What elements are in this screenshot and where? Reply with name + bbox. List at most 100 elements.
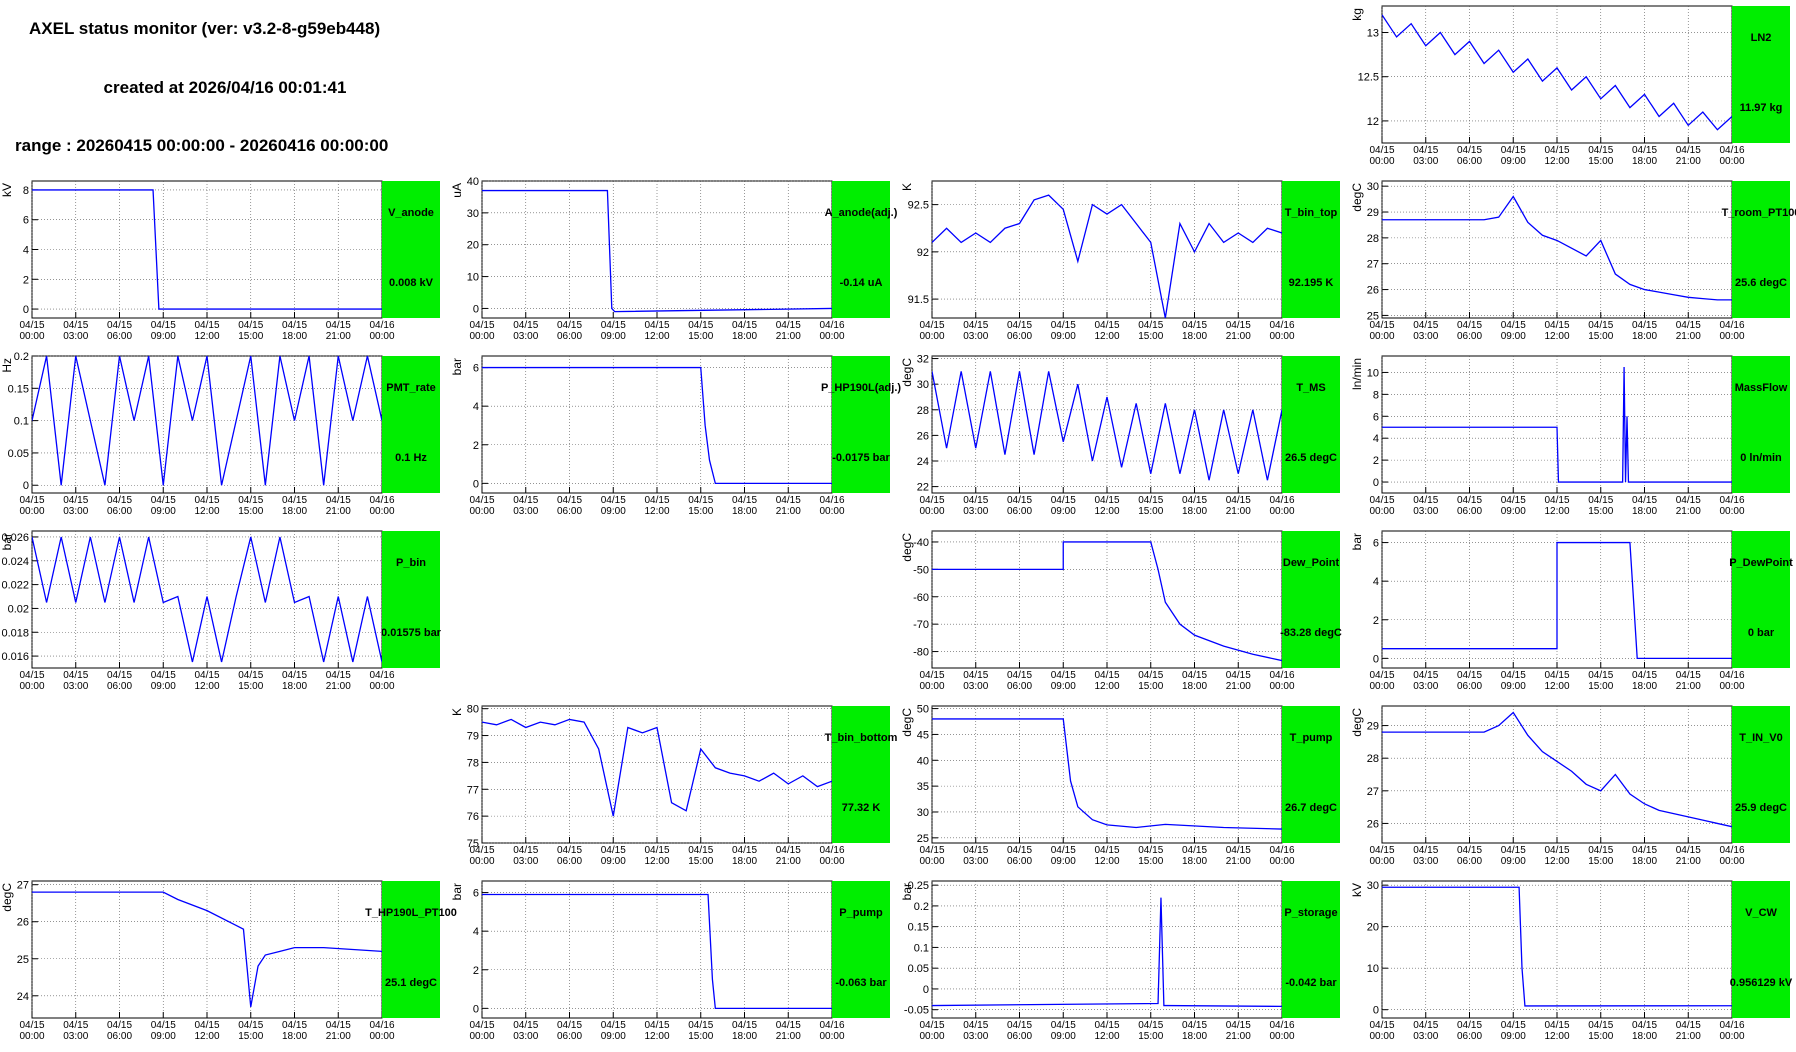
x-tick-label: 04/15 21:00 [1226, 495, 1251, 517]
y-tick-label: 24 [17, 991, 29, 1003]
panel: -0.05 0 0.05 0.1 0.15 0.2 0.25 04/15 00:00 04/15 0… [900, 880, 1340, 1042]
x-tick-label: 04/15 09:00 [601, 495, 626, 517]
data-line [1382, 711, 1732, 828]
y-tick-label: 92.5 [908, 200, 929, 212]
x-tick-label: 04/15 06:00 [557, 1020, 582, 1042]
x-tick-label: 04/15 06:00 [557, 320, 582, 342]
x-tick-label: 04/15 06:00 [1457, 145, 1482, 167]
x-tick-label: 04/15 12:00 [1094, 320, 1119, 342]
status-name: LN2 [1751, 32, 1772, 44]
y-tick-label: 0.15 [8, 383, 29, 395]
x-tick-label: 04/15 12:00 [1094, 1020, 1119, 1042]
x-tick-label: 04/15 00:00 [469, 1020, 494, 1042]
plot-frame [1381, 880, 1733, 1019]
x-tick-label: 04/15 00:00 [19, 1020, 44, 1042]
data-line [932, 371, 1282, 481]
x-tick-label: 04/15 00:00 [919, 845, 944, 867]
x-tick-label: 04/15 12:00 [1094, 845, 1119, 867]
plot-frame [481, 180, 833, 319]
y-axis-unit: Hz [0, 358, 14, 373]
status-name: PMT_rate [386, 382, 436, 394]
plot-frame [1381, 705, 1733, 844]
y-tick-label: 29 [1367, 207, 1379, 219]
time-range: range : 20260415 00:00:00 - 20260416 00:… [15, 136, 388, 155]
y-tick-label: 0 [1373, 653, 1379, 665]
status-box [1732, 706, 1790, 843]
y-tick-label: 2 [23, 274, 29, 286]
x-tick-label: 04/16 00:00 [369, 320, 394, 342]
panel: 0 2 4 6 8 10 04/15 00:00 04/15 03:00 04/15 06:00 04/… [1350, 355, 1790, 517]
x-tick-label: 04/15 00:00 [1369, 670, 1394, 692]
status-value: -0.14 uA [840, 277, 883, 289]
status-name: V_anode [388, 207, 434, 219]
x-tick-label: 04/15 06:00 [107, 1020, 132, 1042]
x-tick-label: 04/15 18:00 [732, 320, 757, 342]
y-tick-label: 50 [917, 704, 929, 716]
x-tick-label: 04/15 18:00 [1632, 145, 1657, 167]
x-tick-label: 04/15 15:00 [1588, 670, 1613, 692]
x-tick-label: 04/16 00:00 [369, 1020, 394, 1042]
y-tick-label: 25 [917, 833, 929, 845]
data-line [932, 541, 1282, 662]
y-tick-label: 25 [1367, 310, 1379, 322]
x-tick-label: 04/15 03:00 [1413, 320, 1438, 342]
x-tick-label: 04/15 09:00 [1501, 845, 1526, 867]
y-tick-label: 0 [473, 303, 479, 315]
x-tick-label: 04/15 06:00 [107, 495, 132, 517]
x-tick-label: 04/15 12:00 [644, 495, 669, 517]
y-tick-label: 0.25 [908, 880, 929, 892]
x-tick-label: 04/15 09:00 [151, 495, 176, 517]
x-tick-label: 04/15 21:00 [326, 495, 351, 517]
y-tick-label: 4 [473, 926, 479, 938]
y-tick-label: 80 [467, 704, 479, 716]
x-tick-label: 04/15 03:00 [1413, 495, 1438, 517]
status-box [1732, 531, 1790, 668]
x-tick-label: 04/16 00:00 [819, 1020, 844, 1042]
y-tick-label: 35 [917, 781, 929, 793]
x-tick-label: 04/15 00:00 [1369, 320, 1394, 342]
x-tick-label: 04/16 00:00 [1719, 1020, 1744, 1042]
x-tick-label: 04/15 12:00 [194, 495, 219, 517]
x-tick-label: 04/15 21:00 [1226, 845, 1251, 867]
status-box [832, 356, 890, 493]
x-tick-label: 04/15 21:00 [776, 1020, 801, 1042]
x-tick-label: 04/15 06:00 [1457, 1020, 1482, 1042]
y-tick-label: 0.05 [908, 963, 929, 975]
status-box [382, 881, 440, 1018]
y-tick-label: 45 [917, 729, 929, 741]
x-tick-label: 04/15 03:00 [963, 320, 988, 342]
x-tick-label: 04/16 00:00 [1719, 845, 1744, 867]
y-tick-label: 77 [467, 784, 479, 796]
y-tick-label: 40 [917, 755, 929, 767]
x-tick-label: 04/15 06:00 [557, 845, 582, 867]
y-tick-label: 8 [1373, 389, 1379, 401]
x-tick-label: 04/15 03:00 [963, 1020, 988, 1042]
x-tick-label: 04/15 21:00 [1676, 845, 1701, 867]
x-tick-label: 04/16 00:00 [1719, 495, 1744, 517]
x-tick-label: 04/15 18:00 [282, 1020, 307, 1042]
y-tick-label: 2 [473, 965, 479, 977]
x-tick-label: 04/16 00:00 [819, 320, 844, 342]
x-tick-label: 04/15 12:00 [194, 1020, 219, 1042]
y-tick-label: 10 [1367, 367, 1379, 379]
x-tick-label: 04/15 18:00 [1182, 670, 1207, 692]
x-tick-label: 04/15 12:00 [1544, 670, 1569, 692]
x-tick-label: 04/15 03:00 [63, 1020, 88, 1042]
x-tick-label: 04/15 03:00 [63, 670, 88, 692]
x-tick-label: 04/15 03:00 [1413, 845, 1438, 867]
x-tick-label: 04/15 00:00 [919, 495, 944, 517]
x-tick-label: 04/15 09:00 [151, 670, 176, 692]
status-value: 0.1 Hz [395, 452, 427, 464]
status-name: P_pump [839, 907, 883, 919]
status-value: 25.1 degC [385, 977, 437, 989]
x-tick-label: 04/15 12:00 [644, 320, 669, 342]
plot-frame [481, 355, 833, 494]
x-tick-label: 04/15 15:00 [688, 845, 713, 867]
status-box [1282, 706, 1340, 843]
x-tick-label: 04/15 06:00 [1007, 495, 1032, 517]
x-tick-label: 04/15 18:00 [732, 495, 757, 517]
panel: -80 -70 -60 -50 -40 04/15 00:00 04/15 03:00 04/15… [900, 530, 1342, 692]
y-tick-label: 8 [23, 185, 29, 197]
x-tick-label: 04/15 12:00 [1544, 845, 1569, 867]
x-tick-label: 04/15 06:00 [1007, 670, 1032, 692]
